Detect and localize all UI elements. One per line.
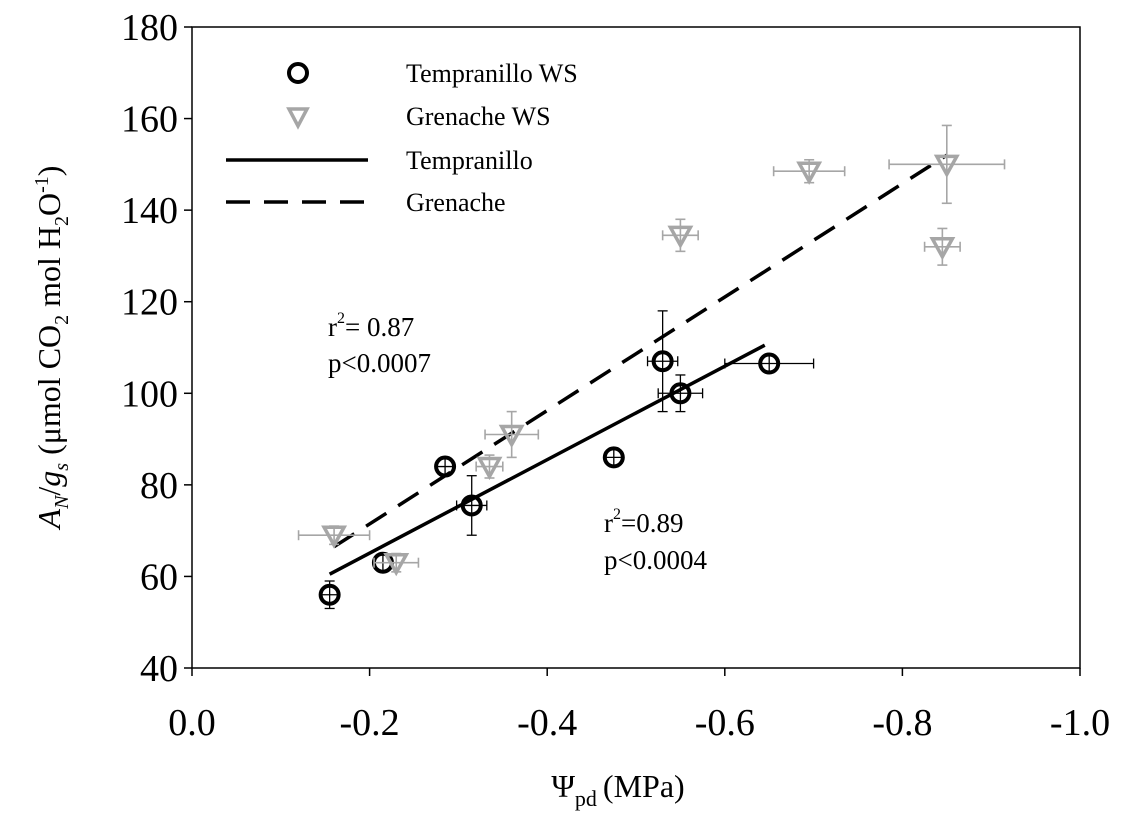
y-tick-label: 60 bbox=[140, 556, 178, 598]
grenache-r2-text: r2= 0.87 bbox=[328, 310, 414, 342]
data-point-triangle bbox=[321, 525, 348, 549]
data-point-circle bbox=[651, 350, 674, 373]
legend-entry-grenache-ws: Grenache WS bbox=[286, 102, 551, 131]
grenache-regression-stats: r2= 0.87 p<0.0007 bbox=[328, 310, 431, 378]
legend-entry-tempranillo-ws: Tempranillo WS bbox=[287, 59, 578, 88]
y-tick-label: 140 bbox=[121, 190, 178, 232]
tempranillo-p-text: p<0.0004 bbox=[604, 545, 707, 575]
legend: Tempranillo WS Grenache WS Tempranillo G… bbox=[226, 59, 578, 217]
x-axis-title: Ψpd (MPa) bbox=[551, 768, 684, 811]
tempranillo-regression-stats: r2=0.89 p<0.0004 bbox=[604, 506, 707, 575]
data-point-circle bbox=[669, 382, 692, 405]
legend-label-grenache: Grenache bbox=[406, 188, 506, 217]
x-tick-label: -0.2 bbox=[340, 702, 400, 744]
data-point-circle bbox=[434, 455, 457, 478]
x-tick-label: 0.0 bbox=[168, 702, 216, 744]
legend-entry-tempranillo-fit: Tempranillo bbox=[226, 146, 533, 175]
data-point-triangle bbox=[667, 225, 694, 249]
y-tick-label: 180 bbox=[121, 7, 178, 49]
x-tick-label: -1.0 bbox=[1050, 702, 1110, 744]
legend-entry-grenache-fit: Grenache bbox=[226, 188, 506, 217]
x-tick-label: -0.6 bbox=[695, 702, 755, 744]
fit-lines bbox=[328, 153, 948, 576]
data-point-triangle bbox=[929, 237, 956, 261]
data-point-triangle bbox=[796, 161, 823, 185]
grenache-p-text: p<0.0007 bbox=[328, 348, 431, 378]
data-point-triangle bbox=[498, 424, 525, 449]
y-tick-label: 100 bbox=[121, 373, 178, 415]
legend-label-tempranillo: Tempranillo bbox=[406, 146, 533, 175]
data-point-circle bbox=[318, 583, 341, 606]
y-tick-label: 80 bbox=[140, 465, 178, 507]
y-tick-label: 120 bbox=[121, 282, 178, 324]
x-tick-label: -0.4 bbox=[517, 702, 577, 744]
fit-line-grenache bbox=[333, 153, 948, 549]
legend-marker-triangle bbox=[286, 107, 310, 130]
axes: 40 60 80 100 120 140 160 180 0.0 -0.2 -0.4 -0.6 -0.8… bbox=[121, 7, 1110, 744]
series-grenache-ws bbox=[297, 124, 1006, 577]
data-point-triangle bbox=[933, 154, 960, 178]
data-point-triangle bbox=[383, 552, 410, 577]
data-point-triangle bbox=[476, 456, 503, 481]
data-point-circle bbox=[460, 494, 483, 517]
tempranillo-r2-text: r2=0.89 bbox=[604, 506, 683, 538]
data-point-circle bbox=[758, 352, 781, 375]
fit-line-tempranillo bbox=[328, 343, 766, 576]
y-axis-title: AN/gs (μmol CO2 mol H2O-1) bbox=[31, 166, 73, 531]
x-tick-label: -0.8 bbox=[872, 702, 932, 744]
y-tick-label: 160 bbox=[121, 99, 178, 141]
legend-marker-circle bbox=[287, 62, 309, 84]
plot-area bbox=[191, 26, 1081, 669]
legend-label-tempranillo-ws: Tempranillo WS bbox=[406, 59, 578, 88]
y-tick-label: 40 bbox=[140, 648, 178, 690]
data-points bbox=[297, 124, 1006, 610]
plot-border bbox=[191, 26, 1081, 669]
legend-label-grenache-ws: Grenache WS bbox=[406, 102, 551, 131]
data-point-circle bbox=[602, 446, 625, 469]
